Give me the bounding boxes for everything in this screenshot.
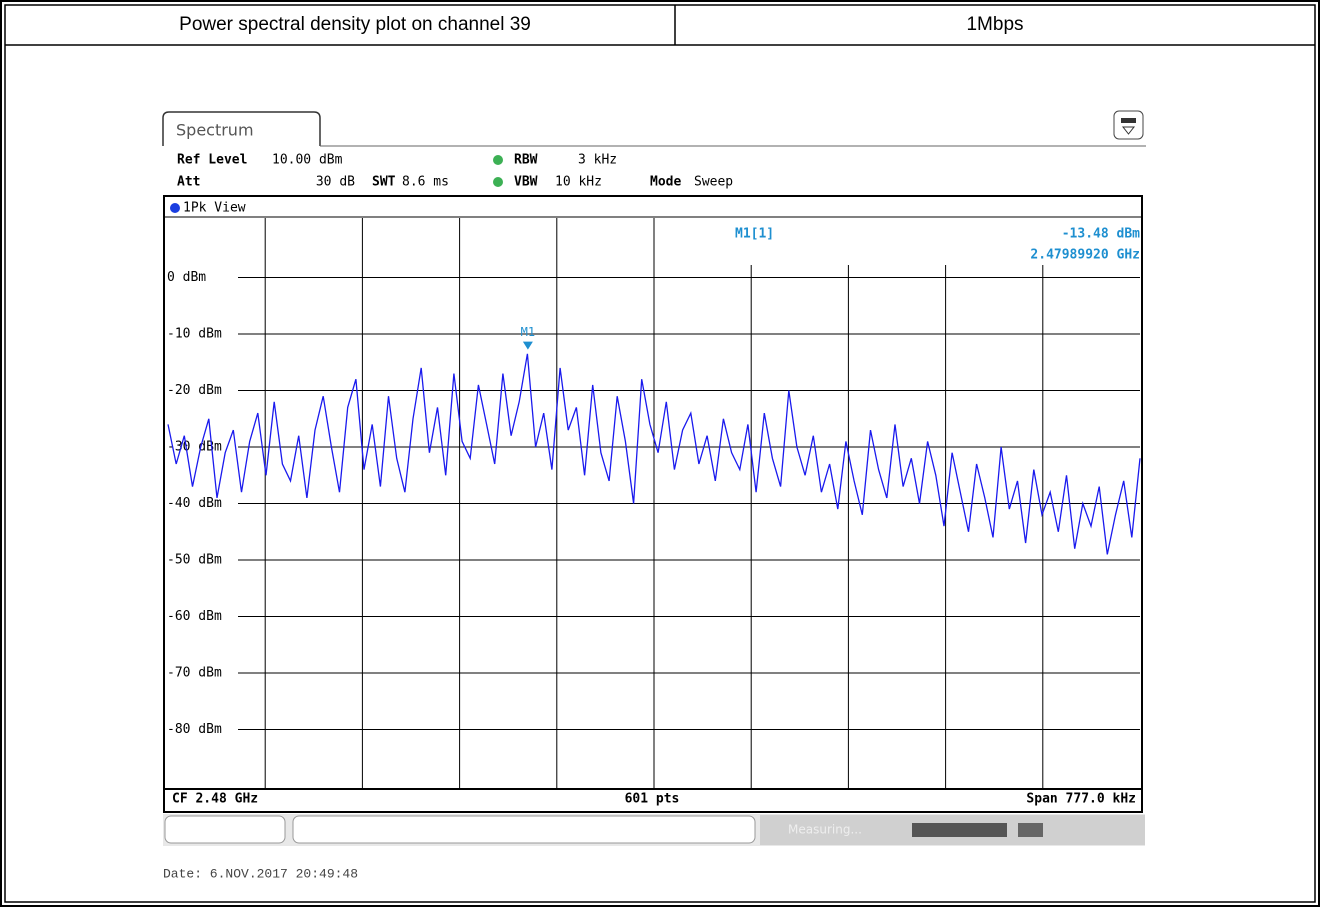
marker-triangle (522, 341, 533, 350)
y-tick-label: -10 dBm (167, 327, 222, 342)
footer-points: 601 pts (625, 792, 680, 807)
marker-freq: 2.47989920 GHz (1030, 248, 1140, 263)
trace (167, 353, 1141, 555)
y-tick-label: -60 dBm (167, 609, 222, 624)
tab-label: Spectrum (176, 121, 254, 140)
footer-span: Span 777.0 kHz (1026, 792, 1136, 807)
swt-label: SWT (372, 175, 396, 190)
y-tick-label: -80 dBm (167, 722, 222, 737)
view-led (170, 203, 180, 213)
date: Date: 6.NOV.2017 20:49:48 (163, 866, 358, 881)
rbw: 3 kHz (578, 153, 617, 168)
y-tick-label: 0 dBm (167, 270, 206, 285)
ref-level: 10.00 dBm (272, 153, 343, 168)
att: 30 dB (316, 175, 355, 190)
y-tick-label: -20 dBm (167, 383, 222, 398)
footer-cf: CF 2.48 GHz (172, 792, 258, 807)
status-text: Measuring... (788, 823, 862, 837)
status-box-1 (164, 815, 286, 844)
vbw: 10 kHz (555, 175, 602, 190)
marker-name: M1[1] (735, 227, 774, 242)
y-tick-label: -30 dBm (167, 440, 222, 455)
y-tick-label: -40 dBm (167, 496, 222, 511)
progress (912, 823, 1007, 837)
rbw-label: RBW (514, 153, 538, 168)
swt: 8.6 ms (402, 175, 449, 190)
header-title: Power spectral density plot on channel 3… (179, 14, 531, 35)
y-tick-label: -70 dBm (167, 666, 222, 681)
mode: Sweep (694, 175, 733, 190)
view-label: 1Pk View (183, 201, 246, 216)
header-rate: 1Mbps (966, 14, 1023, 35)
ref-level-label: Ref Level (177, 153, 247, 168)
menu-arrow (1121, 126, 1136, 135)
inner-border (4, 4, 1316, 903)
y-tick-label: -50 dBm (167, 553, 222, 568)
vbw-label: VBW (514, 175, 538, 190)
menu-icon (1121, 118, 1136, 123)
marker-value: -13.48 dBm (1062, 227, 1140, 242)
mode-label: Mode (650, 175, 681, 190)
att-label: Att (177, 175, 200, 190)
rbw-led (493, 155, 503, 165)
marker-label: M1 (521, 325, 535, 339)
vbw-led (493, 177, 503, 187)
progress-icon (1018, 823, 1043, 837)
status-box-2 (292, 815, 756, 844)
tab (162, 111, 321, 146)
